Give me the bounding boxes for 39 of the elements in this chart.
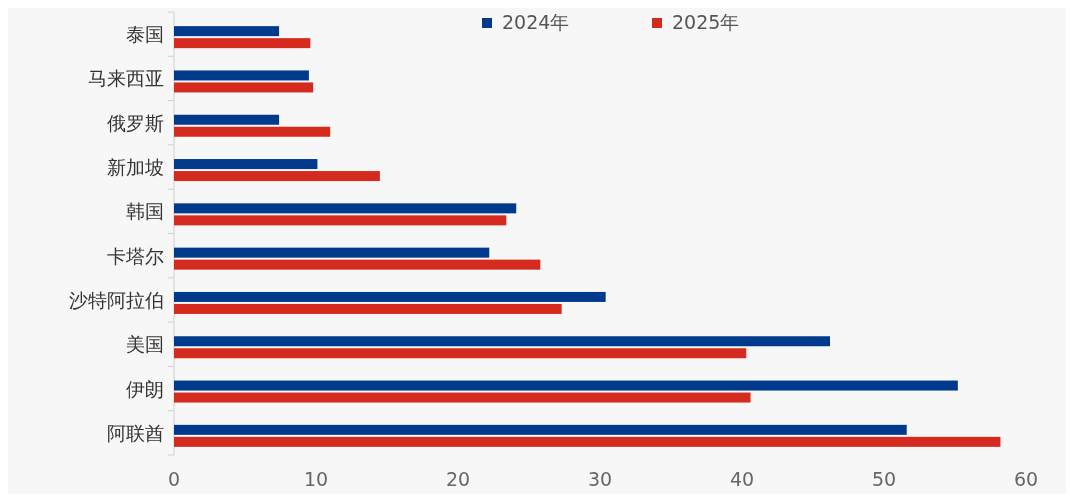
x-tick-label: 50 <box>871 468 897 490</box>
y-tick-label: 阿联酋 <box>107 421 164 444</box>
legend-label: 2024年 <box>502 11 570 33</box>
bar <box>174 159 318 170</box>
x-tick-label: 10 <box>303 468 329 490</box>
bar <box>174 336 831 347</box>
y-tick-label: 泰国 <box>126 23 164 46</box>
y-tick-label: 伊朗 <box>126 377 164 400</box>
bar <box>174 348 747 359</box>
bar <box>174 380 958 391</box>
bar <box>174 247 490 258</box>
bar <box>174 291 606 302</box>
y-tick-label: 美国 <box>126 333 164 356</box>
y-tick-label: 沙特阿拉伯 <box>69 288 164 311</box>
bar <box>174 171 380 182</box>
bar <box>174 70 309 81</box>
bar <box>174 436 1001 447</box>
bar <box>174 126 331 137</box>
bar <box>174 26 280 37</box>
bar <box>174 38 311 49</box>
y-tick-label: 新加坡 <box>107 156 164 179</box>
y-tick-label: 俄罗斯 <box>107 111 164 134</box>
bar <box>174 114 280 125</box>
x-tick-label: 20 <box>445 468 471 490</box>
bar <box>174 259 541 270</box>
bar <box>174 303 562 314</box>
x-tick-label: 60 <box>1013 468 1039 490</box>
bar <box>174 215 507 226</box>
bar <box>174 203 517 214</box>
y-tick-label: 韩国 <box>126 200 164 223</box>
x-tick-label: 30 <box>587 468 613 490</box>
y-tick-label: 马来西亚 <box>88 67 164 90</box>
x-tick-label: 0 <box>167 468 181 490</box>
bar <box>174 392 751 403</box>
bar <box>174 82 314 93</box>
legend-label: 2025年 <box>672 11 740 33</box>
x-tick-label: 40 <box>729 468 755 490</box>
y-tick-label: 卡塔尔 <box>107 244 164 267</box>
bar <box>174 424 907 435</box>
